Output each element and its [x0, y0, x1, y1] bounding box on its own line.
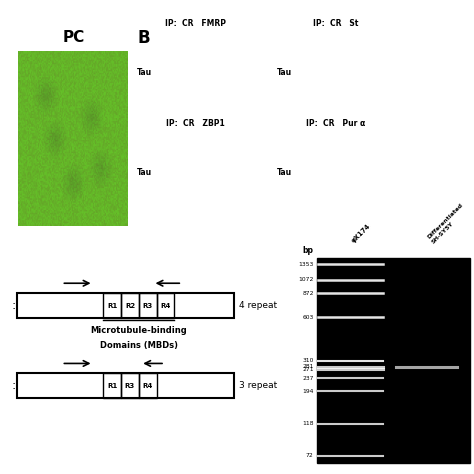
Text: :: :	[11, 299, 16, 312]
Bar	[121, 374, 139, 398]
Text: IP:  CR   St: IP: CR St	[313, 19, 358, 28]
Text: Differentiated
SH-SY5Y: Differentiated SH-SY5Y	[427, 203, 468, 244]
Text: 4 repeat: 4 repeat	[239, 301, 277, 310]
Text: B: B	[137, 29, 150, 47]
Text: IP:  CR   Pur α: IP: CR Pur α	[306, 119, 365, 128]
Text: R1: R1	[107, 302, 118, 309]
Text: 194: 194	[302, 389, 314, 394]
Text: 281: 281	[302, 365, 314, 370]
Bar	[103, 374, 121, 398]
Text: Tau: Tau	[276, 68, 292, 77]
Text: R3: R3	[125, 383, 135, 389]
Text: R3: R3	[143, 302, 153, 309]
Bar	[139, 374, 156, 398]
Text: bp: bp	[303, 246, 314, 255]
Text: Tau: Tau	[276, 168, 292, 176]
Text: Tau: Tau	[137, 168, 152, 176]
Text: 271: 271	[302, 367, 314, 372]
Text: 72: 72	[306, 454, 314, 458]
Text: 118: 118	[302, 421, 314, 426]
Bar	[121, 293, 139, 318]
Text: 1072: 1072	[298, 277, 314, 282]
Bar	[17, 374, 234, 398]
Text: 872: 872	[302, 291, 314, 295]
Bar	[103, 293, 121, 318]
Text: R4: R4	[143, 383, 153, 389]
Text: Tau: Tau	[137, 68, 152, 77]
Bar	[317, 258, 470, 463]
Text: Domains (MBDs): Domains (MBDs)	[100, 341, 178, 350]
Text: :: :	[11, 379, 16, 392]
Bar	[156, 293, 174, 318]
Text: 237: 237	[302, 375, 314, 381]
Text: Microtubule-binding: Microtubule-binding	[91, 326, 187, 335]
Text: 3 repeat: 3 repeat	[239, 381, 277, 390]
Text: PC: PC	[63, 30, 84, 45]
Text: R1: R1	[107, 383, 118, 389]
Text: 1353: 1353	[299, 262, 314, 267]
Text: IP:  CR   FMRP: IP: CR FMRP	[165, 19, 226, 28]
Text: IP:  CR   ZBP1: IP: CR ZBP1	[166, 119, 225, 128]
Bar	[139, 293, 156, 318]
Text: R2: R2	[125, 302, 135, 309]
Text: R4: R4	[160, 302, 171, 309]
Text: φX174: φX174	[351, 223, 372, 244]
Bar	[17, 293, 234, 318]
Text: 603: 603	[302, 315, 314, 319]
Text: 310: 310	[302, 358, 314, 363]
